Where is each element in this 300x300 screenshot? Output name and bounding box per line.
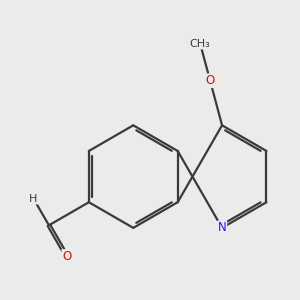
Text: N: N [218,221,226,234]
Text: O: O [206,74,215,87]
Text: CH₃: CH₃ [190,39,211,49]
Text: O: O [62,250,71,263]
Text: H: H [29,194,38,204]
